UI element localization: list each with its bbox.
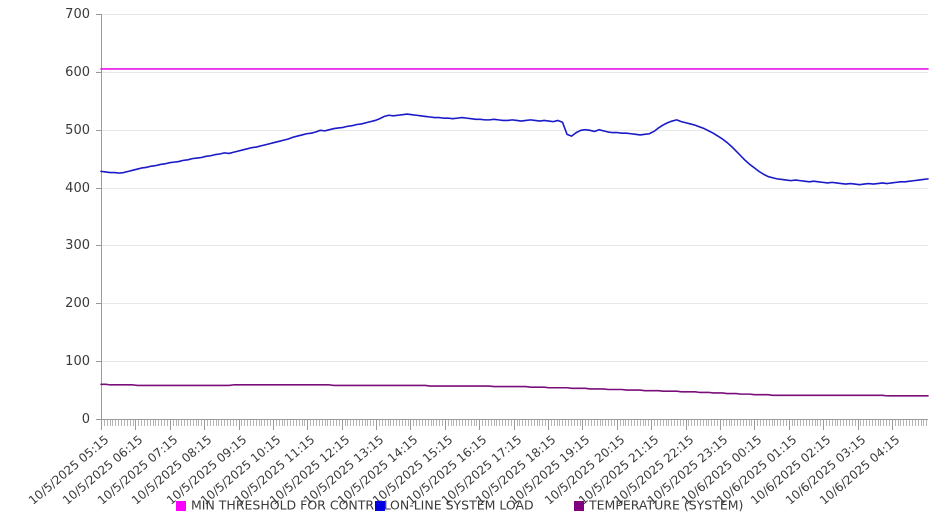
y-axis-tick-label: 700 (65, 7, 90, 22)
legend-label: MIN THRESHOLD FOR CONTROL (191, 498, 391, 513)
series-line (100, 113, 929, 186)
y-axis-tick-label: 500 (65, 123, 90, 138)
legend-label: TEMPERATURE (SYSTEM) (588, 498, 743, 513)
y-axis-tick-label: 600 (65, 65, 90, 80)
chart-legend: MIN THRESHOLD FOR CONTROL ON-LINE SYSTEM … (176, 498, 743, 513)
series-line (100, 383, 929, 397)
series-group (100, 68, 929, 397)
y-axis-tick-label: 400 (65, 181, 90, 196)
legend-swatch (375, 501, 385, 511)
y-axis-tick-label: 200 (65, 296, 90, 311)
y-axis-gridlines: 0 100 200 300 400 500 600 700 (65, 7, 928, 427)
legend-swatch (176, 501, 186, 511)
y-axis-tick-label: 100 (65, 354, 90, 369)
legend-swatch (574, 501, 584, 511)
y-axis-tick-label: 300 (65, 238, 90, 253)
legend-label: ON-LINE SYSTEM LOAD (390, 498, 534, 513)
y-axis-tick-label: 0 (82, 412, 90, 427)
